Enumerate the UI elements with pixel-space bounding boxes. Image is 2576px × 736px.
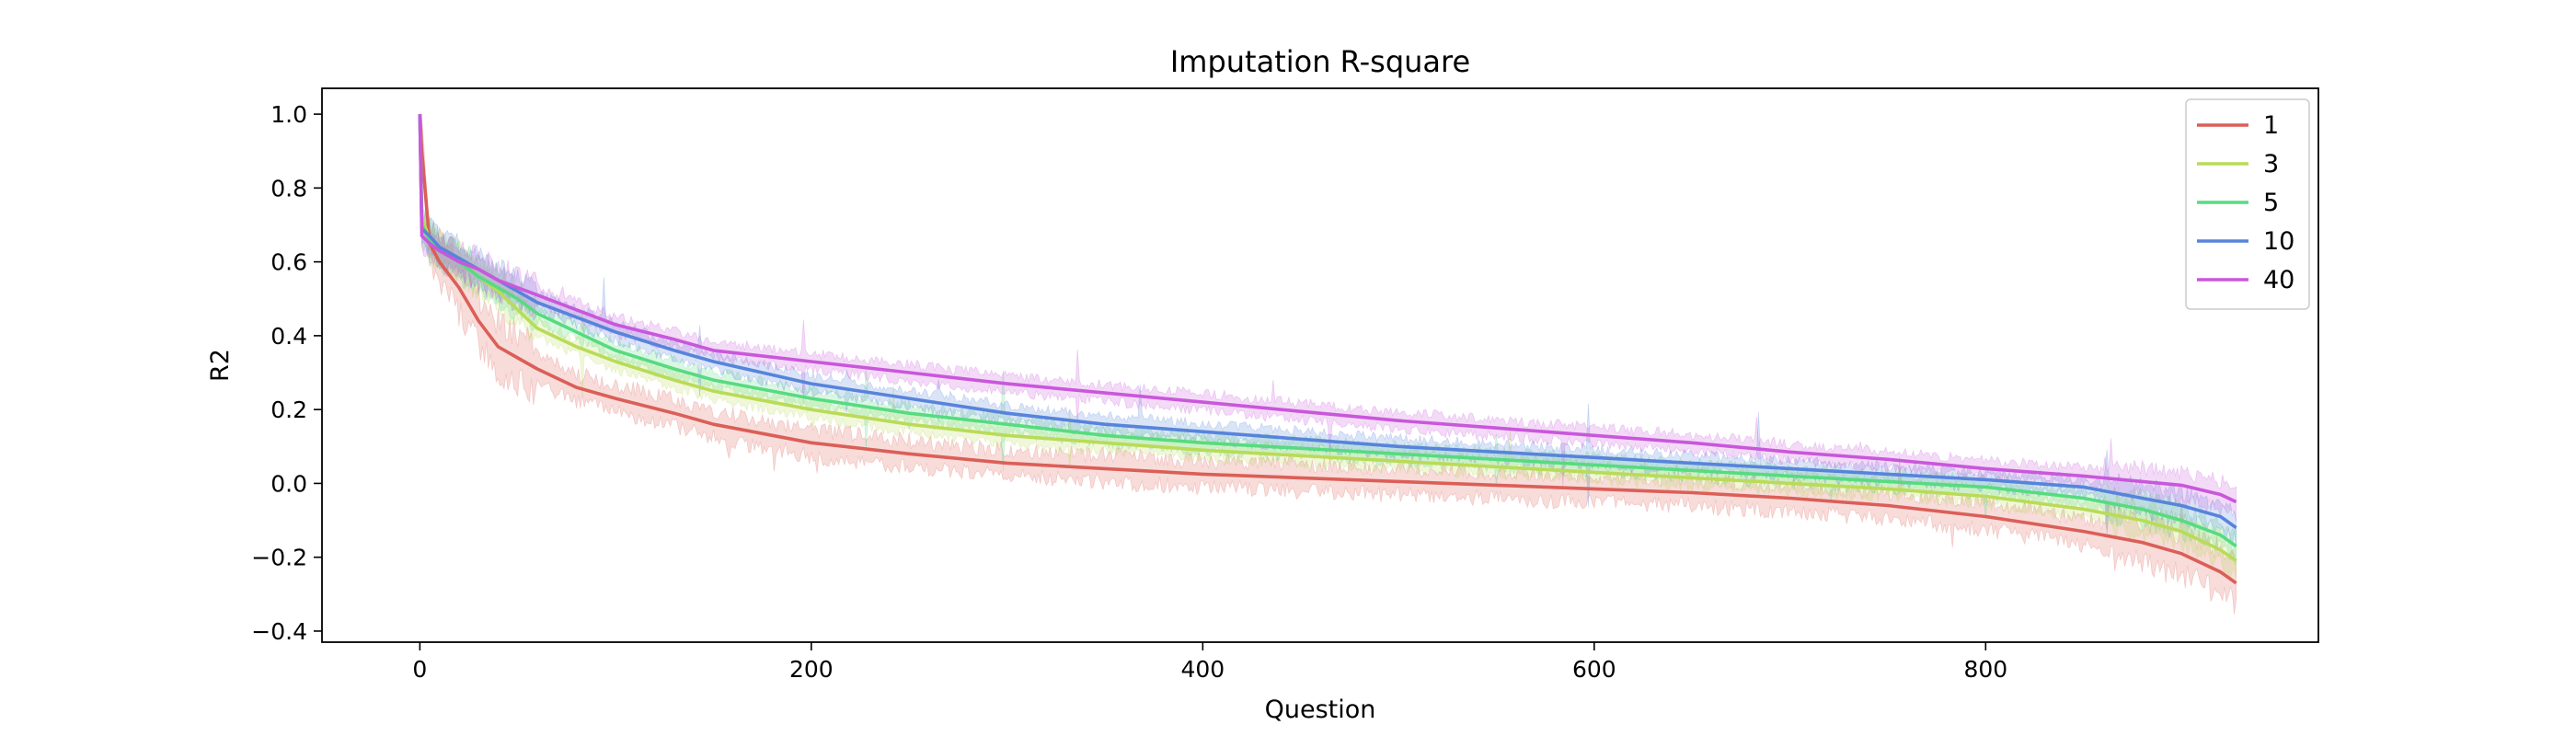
band-series-1: [421, 117, 2237, 615]
line-series-40: [418, 114, 2237, 504]
y-tick-label: 1.0: [270, 101, 307, 128]
x-axis-ticks: 0 200 400 600 800: [412, 642, 2007, 683]
y-tick-label: −0.2: [251, 545, 307, 571]
line-series-1: [418, 114, 2237, 585]
x-tick-label: 400: [1180, 656, 1225, 683]
y-tick-label: 0.0: [270, 470, 307, 497]
chart-title: Imputation R-square: [1170, 44, 1470, 79]
line-series-5: [418, 114, 2237, 548]
y-tick-label: 0.4: [270, 323, 307, 350]
x-tick-label: 200: [789, 656, 834, 683]
legend-label-10: 10: [2263, 227, 2294, 256]
confidence-bands: [421, 117, 2237, 615]
y-tick-label: −0.4: [251, 618, 307, 645]
plot-frame: [321, 87, 2319, 643]
y-axis-label: R2: [206, 349, 235, 382]
x-tick-label: 600: [1572, 656, 1616, 683]
y-tick-label: 0.6: [270, 249, 307, 276]
y-axis-ticks: −0.4 −0.2 0.0 0.2 0.4 0.6 0.8 1.0: [251, 101, 322, 645]
legend-box: [2185, 98, 2310, 310]
legend-label-5: 5: [2263, 189, 2279, 217]
x-axis-label: Question: [1265, 696, 1376, 724]
y-tick-label: 0.2: [270, 397, 307, 423]
legend: 1 3 5 10 40: [2185, 98, 2310, 310]
y-tick-label: 0.8: [270, 175, 307, 201]
legend-label-40: 40: [2263, 266, 2294, 294]
series-lines: [418, 114, 2237, 585]
x-tick-label: 0: [412, 656, 427, 683]
x-tick-label: 800: [1963, 656, 2007, 683]
legend-label-3: 3: [2263, 150, 2279, 178]
band-series-40: [421, 215, 2237, 522]
legend-label-1: 1: [2263, 111, 2279, 140]
